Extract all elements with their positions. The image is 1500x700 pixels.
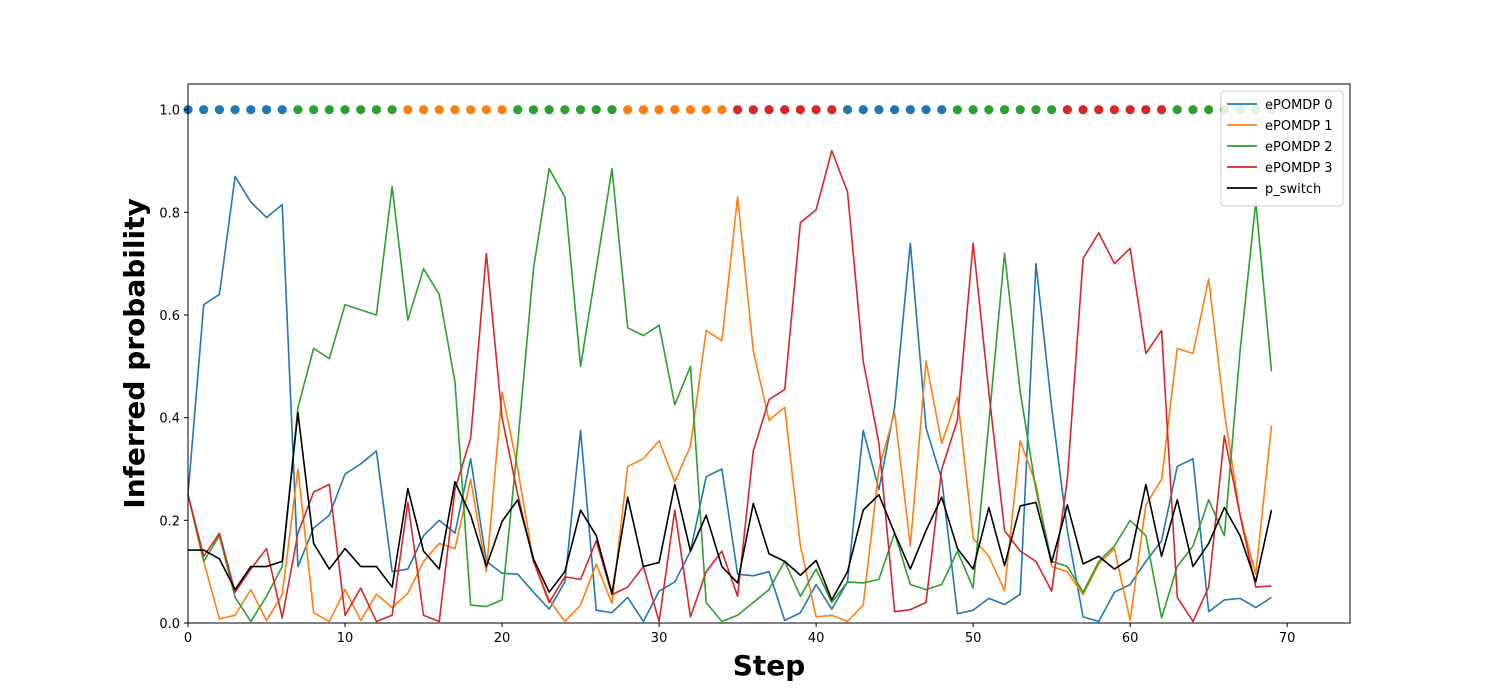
regime-marker-dot	[450, 105, 460, 115]
regime-marker-dot	[795, 105, 806, 115]
x-tick-label: 50	[965, 631, 982, 646]
regime-marker-dot	[842, 105, 853, 115]
y-tick-label: 0.0	[159, 617, 180, 632]
regime-marker-dot	[1141, 105, 1151, 115]
legend: ePOMDP 0 ePOMDP 1 ePOMDP 2 ePOMDP 3 p_switch	[1220, 90, 1344, 207]
regime-marker-dot	[1156, 105, 1167, 115]
regime-marker-dot	[261, 105, 272, 115]
regime-marker-dot	[1078, 105, 1088, 115]
y-axis-label: Inferred probability	[118, 198, 151, 508]
regime-marker-dot	[214, 105, 225, 115]
regime-marker-dot	[575, 105, 586, 115]
legend-box	[1220, 90, 1344, 207]
regime-marker-dot	[403, 105, 413, 115]
regime-marker-dot	[387, 105, 397, 115]
series-line-epomdp-1	[187, 196, 1273, 623]
regime-marker-dot	[905, 105, 915, 115]
regime-marker-dot	[466, 105, 476, 115]
regime-marker-dot	[230, 105, 240, 115]
legend-entry-label: ePOMDP 1	[1265, 119, 1333, 134]
legend-entry-label: ePOMDP 3	[1265, 161, 1333, 176]
regime-marker-dot	[1047, 105, 1057, 115]
x-tick-label: 40	[808, 631, 825, 646]
regime-marker-dot	[1172, 105, 1182, 115]
regime-marker-dot	[701, 105, 711, 115]
x-tick-label: 0	[184, 631, 192, 646]
regime-marker-dot	[1094, 105, 1104, 115]
x-tick-label: 60	[1122, 631, 1139, 646]
regime-marker-dot	[246, 105, 256, 115]
x-tick-label: 20	[494, 631, 511, 646]
legend-entry-label: ePOMDP 0	[1265, 98, 1333, 113]
regime-marker-dot	[685, 105, 696, 115]
regime-marker-dot	[513, 105, 523, 115]
regime-marker-dot	[984, 105, 994, 115]
regime-marker-dot	[418, 105, 429, 115]
regime-marker-dot	[1109, 105, 1120, 115]
y-tick-label: 1.0	[159, 104, 180, 119]
plot-area	[183, 83, 1351, 624]
regime-marker-dot	[999, 105, 1010, 115]
x-axis-label: Step	[733, 649, 806, 682]
y-tick-label: 0.4	[159, 412, 180, 427]
regime-marker-dot	[1015, 105, 1025, 115]
regime-marker-dot	[952, 105, 963, 115]
regime-marker-dot	[874, 105, 884, 115]
series-line-p-switch	[188, 411, 1273, 601]
regime-marker-dot	[560, 105, 570, 115]
regime-marker-dot	[1188, 105, 1198, 115]
regime-marker-dot	[544, 105, 554, 115]
regime-marker-dot	[340, 105, 350, 115]
regime-marker-dot	[309, 105, 319, 115]
regime-marker-dot	[670, 105, 680, 115]
regime-marker-dot	[481, 105, 491, 115]
legend-entry-label: p_switch	[1265, 182, 1321, 197]
regime-marker-dot	[528, 105, 539, 115]
regime-marker-dot	[890, 105, 900, 115]
regime-marker-dot	[827, 105, 837, 115]
regime-marker-dot	[968, 105, 978, 115]
regime-marker-dot	[638, 105, 648, 115]
regime-marker-dot	[623, 105, 633, 115]
regime-marker-dot	[324, 105, 334, 115]
regime-marker-dot	[607, 105, 617, 115]
y-axis-ticks: 0.0 0.2 0.4 0.6 0.8 1.0	[159, 104, 188, 632]
series-line-epomdp-0	[187, 175, 1272, 623]
regime-marker-dot	[748, 105, 758, 115]
y-tick-label: 0.6	[159, 309, 180, 324]
regime-marker-dot	[780, 105, 790, 115]
regime-marker-dot	[811, 105, 821, 115]
y-tick-label: 0.8	[159, 206, 180, 221]
regime-marker-dot	[921, 105, 931, 115]
x-tick-label: 30	[651, 631, 668, 646]
regime-marker-dot	[371, 105, 382, 115]
regime-marker-dot	[1031, 105, 1041, 115]
regime-marker-dot	[356, 105, 366, 115]
axes-frame	[187, 83, 1351, 624]
regime-marker-dot	[199, 105, 209, 115]
y-tick-label: 0.2	[159, 514, 180, 529]
regime-marker-dot	[937, 105, 947, 115]
regime-marker-dot	[293, 105, 303, 115]
regime-marker-dot	[764, 105, 774, 115]
regime-marker-dot	[1204, 105, 1214, 115]
regime-marker-dot	[277, 105, 287, 115]
x-axis-ticks: 0 10 20 30 40 50 60 70	[184, 623, 1296, 646]
legend-entry-label: ePOMDP 2	[1265, 140, 1333, 155]
series-line-epomdp-2	[187, 167, 1273, 623]
x-tick-label: 70	[1279, 631, 1296, 646]
regime-marker-dot	[1125, 105, 1135, 115]
regime-marker-dot	[732, 105, 743, 115]
regime-marker-dot	[654, 105, 664, 115]
regime-marker-dot	[717, 105, 727, 115]
regime-marker-dot	[858, 105, 868, 115]
regime-marker-dot	[1062, 105, 1072, 115]
x-tick-label: 10	[337, 631, 354, 646]
regime-marker-dot	[434, 105, 444, 115]
regime-marker-dot	[591, 105, 601, 115]
regime-marker-dot	[497, 105, 507, 115]
